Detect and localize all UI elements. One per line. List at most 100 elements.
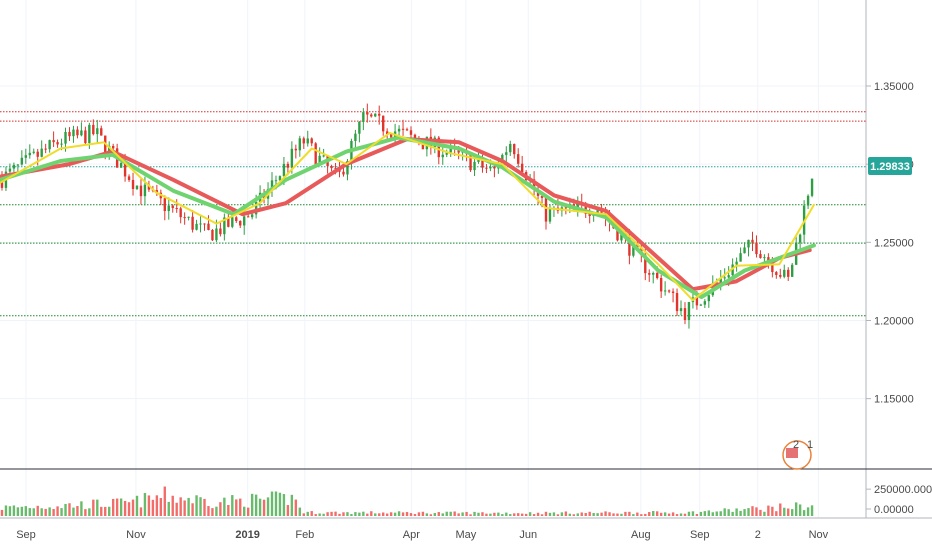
candle-body (707, 295, 711, 302)
volume-bar (163, 486, 166, 516)
volume-bar (278, 492, 282, 516)
candle-body (191, 216, 194, 230)
candle-body (671, 291, 675, 294)
volume-bar (743, 509, 746, 516)
volume-bar (12, 505, 16, 516)
candle-body (96, 128, 99, 135)
volume-bar (536, 512, 540, 516)
volume-bar (139, 507, 143, 516)
candle-body (584, 204, 587, 214)
volume-bar (771, 506, 774, 516)
candle-body (32, 151, 35, 153)
candle-body (0, 179, 4, 188)
candle-body (111, 145, 115, 149)
volume-tick-label: 250000.00000 (874, 484, 932, 496)
volume-bar (699, 511, 703, 516)
candle-body (397, 128, 401, 132)
candle-body (28, 152, 31, 156)
volume-bar (624, 511, 627, 516)
volume-bar (779, 503, 782, 516)
volume-bar (520, 513, 524, 516)
candle-body (231, 217, 234, 227)
candle-body (759, 254, 762, 258)
volume-bar (767, 505, 770, 516)
time-tick-label: May (456, 529, 477, 541)
volume-bar (401, 512, 405, 516)
candle-body (493, 166, 496, 169)
volume-bar (310, 511, 313, 516)
time-axis[interactable]: Sep Nov 2019 Feb Apr May Jun Aug Sep 2 Nov (16, 529, 828, 541)
candle-body (445, 152, 448, 155)
candle-body (183, 217, 186, 219)
candle-body (699, 304, 703, 306)
event-badge[interactable]: 2 1 (782, 439, 813, 470)
volume-bar (250, 493, 254, 516)
volume-bar (44, 508, 47, 516)
candle-body (505, 152, 508, 155)
volume-bar (338, 513, 341, 516)
candle-body (385, 131, 389, 135)
volume-bar (4, 505, 8, 516)
candle-body (12, 164, 16, 169)
candle-body (366, 112, 369, 115)
volume-bar (632, 514, 635, 516)
volume-bar (695, 513, 699, 516)
volume-bar (203, 498, 206, 516)
volume-bar (616, 513, 619, 516)
volume-bar (195, 495, 198, 516)
candle-body (810, 178, 814, 196)
candle-body (382, 115, 385, 132)
volume-bar (560, 512, 564, 516)
volume-bar (151, 499, 155, 516)
volume-bar (199, 497, 202, 516)
candle-body (203, 223, 206, 225)
volume-bar (489, 513, 492, 516)
candle-body (354, 133, 357, 141)
volume-bar (108, 506, 111, 516)
candle-body (667, 290, 671, 292)
time-tick-label: 2 (755, 529, 761, 541)
volume-bar (366, 513, 369, 516)
candle-body (378, 113, 381, 116)
volume-bar (68, 503, 71, 516)
candle-body (735, 261, 738, 265)
volume-bar (719, 511, 722, 516)
volume-bar (485, 513, 488, 516)
volume-bar (104, 506, 107, 516)
volume-bar (663, 512, 667, 516)
candle-body (40, 148, 43, 157)
volume-bar (167, 501, 170, 516)
volume-bar (727, 509, 730, 516)
candle-body (223, 217, 226, 235)
candle-body (389, 134, 393, 138)
volume-bar (92, 499, 95, 516)
volume-bar (703, 511, 707, 516)
candle-body (362, 112, 365, 123)
volume-bar (413, 514, 417, 516)
volume-bar (28, 508, 31, 516)
volume-bar (175, 502, 178, 516)
candle-body (513, 143, 516, 155)
time-tick-label: Sep (16, 529, 36, 541)
volume-bar (691, 511, 695, 516)
volume-bar (378, 513, 381, 516)
candle-body (68, 131, 71, 137)
volume-bar (739, 510, 742, 516)
volume-bar (544, 511, 548, 516)
volume-bar (64, 503, 67, 516)
volume-bar (596, 513, 599, 516)
candle-body (302, 138, 305, 144)
volume-bar (469, 514, 472, 516)
volume-bar (314, 514, 317, 516)
candle-body (791, 264, 794, 277)
volume-bar (274, 491, 278, 516)
candle-body (616, 228, 619, 241)
candle-body (60, 143, 63, 145)
volume-bar (644, 513, 647, 516)
volume-bar (592, 513, 595, 516)
volume-bar (604, 511, 607, 516)
volume-axis[interactable]: 250000.00000 0.00000 (866, 484, 932, 516)
volume-bar (322, 513, 325, 516)
volume-bar (445, 511, 448, 516)
